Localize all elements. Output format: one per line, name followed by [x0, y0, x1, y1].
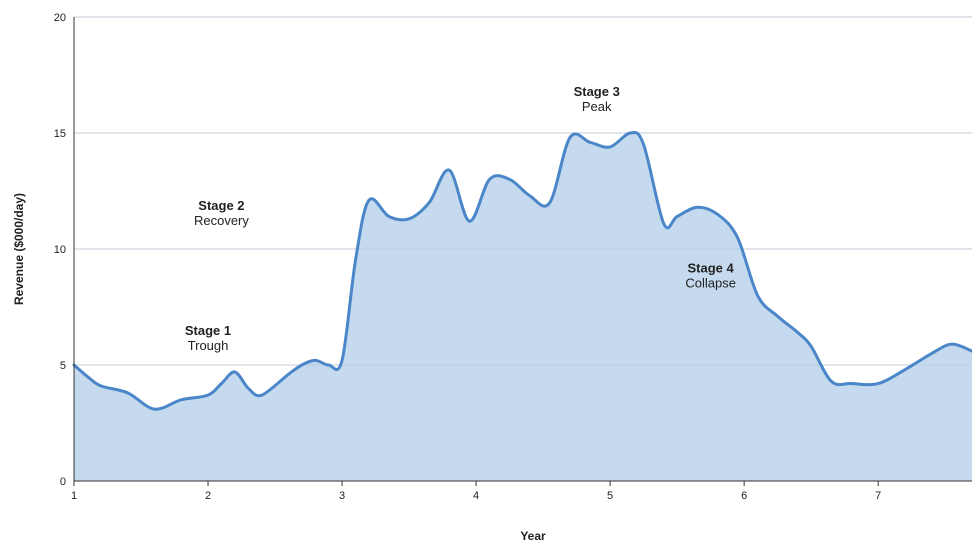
series-line	[72, 131, 972, 411]
stage-annotation-title: Stage 2	[198, 198, 244, 213]
y-tick-label: 15	[54, 128, 66, 140]
x-tick-label: 6	[741, 490, 747, 502]
x-tick-label: 3	[339, 490, 345, 502]
x-tick-label: 1	[71, 490, 77, 502]
stage-annotation-label: Trough	[188, 338, 229, 353]
x-tick-label: 4	[473, 490, 479, 502]
x-tick-label: 7	[875, 490, 881, 502]
stage-annotation-label: Collapse	[685, 275, 736, 290]
y-tick-label: 5	[60, 360, 66, 372]
stage-annotation-label: Peak	[582, 99, 612, 114]
y-tick-label: 20	[54, 12, 66, 24]
y-axis-title: Revenue ($000/day)	[12, 193, 26, 305]
y-tick-label: 10	[54, 244, 66, 256]
x-axis-title: Year	[520, 529, 546, 543]
y-tick-label: 0	[60, 476, 66, 488]
stage-annotation-label: Recovery	[194, 213, 249, 228]
stage-annotation-title: Stage 1	[185, 323, 231, 338]
stage-annotation-title: Stage 4	[688, 260, 735, 275]
x-tick-label: 2	[205, 490, 211, 502]
stage-annotation-title: Stage 3	[574, 84, 620, 99]
x-tick-label: 5	[607, 490, 613, 502]
series-area	[74, 132, 972, 481]
